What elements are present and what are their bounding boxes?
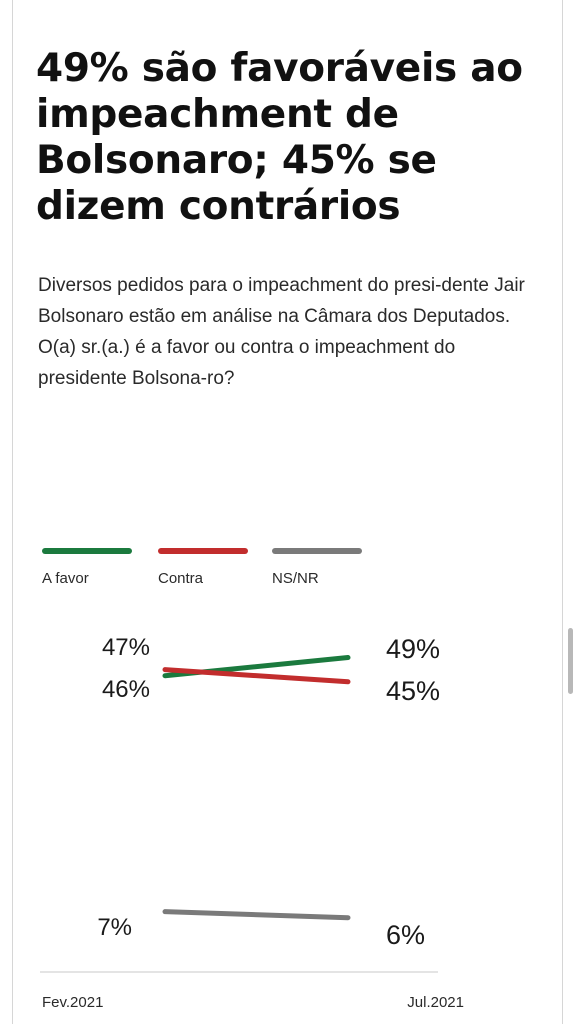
x-tick-label-end: Jul.2021 [407, 994, 464, 1011]
legend-label-ns-nr: NS/NR [272, 570, 319, 587]
data-label-a-favor-start: 46% [102, 676, 150, 703]
data-label-a-favor-end: 49% [386, 634, 440, 664]
legend-item-contra: Contra [158, 548, 258, 587]
scrollbar-thumb[interactable] [568, 628, 573, 694]
legend-label-contra: Contra [158, 570, 204, 587]
series-line-ns-nr [162, 909, 351, 921]
x-tick-label-start: Fev.2021 [42, 994, 103, 1011]
legend-swatch-a-favor [42, 548, 132, 554]
chart-title: 49% são favoráveis ao impeachment de Bol… [36, 46, 523, 229]
survey-question: Diversos pedidos para o impeachment do p… [38, 275, 525, 389]
legend-swatch-ns-nr [272, 548, 362, 554]
series-line-contra [162, 667, 351, 685]
data-label-ns-nr-start: 7% [97, 914, 132, 941]
scrollbar-track[interactable] [562, 0, 577, 1024]
legend-item-ns-nr: NS/NR [272, 548, 372, 587]
legend-item-a-favor: A favor [42, 548, 142, 587]
window-left-border [0, 0, 13, 1024]
legend-label-a-favor: A favor [42, 570, 89, 587]
legend-swatch-contra [158, 548, 248, 554]
data-label-ns-nr-end: 6% [386, 920, 425, 950]
data-label-contra-end: 45% [386, 676, 440, 706]
data-label-contra-start: 47% [102, 634, 150, 661]
